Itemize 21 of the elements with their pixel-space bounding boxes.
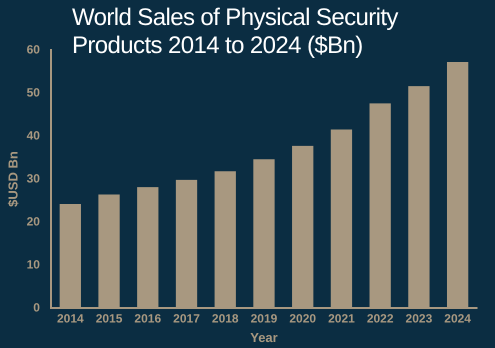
x-tick-label: 2020 xyxy=(289,312,316,326)
x-tick-label: 2019 xyxy=(250,312,278,326)
x-tick-label: 2023 xyxy=(406,312,433,326)
x-tick-label: 2022 xyxy=(366,312,394,326)
y-tick-label: 0 xyxy=(33,300,40,314)
y-tick-label: 50 xyxy=(26,85,40,100)
x-tick-label: 2014 xyxy=(56,312,84,326)
x-axis-title: Year xyxy=(250,330,278,345)
x-tick-label: 2024 xyxy=(444,312,472,326)
y-tick-label: 30 xyxy=(26,171,40,186)
y-tick-label: 20 xyxy=(26,214,40,228)
y-tick-label: 10 xyxy=(26,257,40,272)
y-tick-label: 60 xyxy=(26,42,40,56)
y-axis-title: $USD Bn xyxy=(5,151,20,207)
y-tick-label: 40 xyxy=(26,128,40,142)
x-tick-label: 2018 xyxy=(212,312,239,326)
x-tick-label: 2021 xyxy=(328,312,356,326)
x-tick-label: 2015 xyxy=(96,312,123,326)
x-tick-label: 2017 xyxy=(173,312,200,326)
chart-title: World Sales of Physical Security Products 2014 to 2024 ($Bn) xyxy=(72,4,400,60)
x-tick-label: 2016 xyxy=(134,312,162,326)
